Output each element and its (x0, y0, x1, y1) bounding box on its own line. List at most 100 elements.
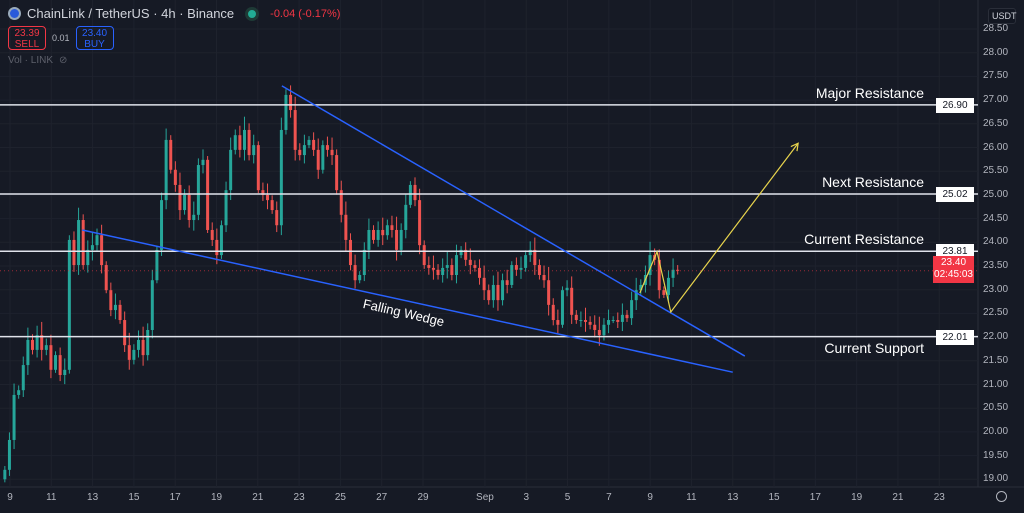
candle-body (630, 300, 634, 319)
candle-body (233, 135, 237, 150)
candle-body (146, 329, 150, 356)
level-annotation[interactable]: Current Resistance (804, 231, 924, 248)
candle-body (524, 255, 528, 268)
candle-body (487, 290, 491, 301)
candle-body (593, 324, 597, 330)
candle-body (565, 287, 569, 291)
currency-label: USDT (992, 11, 1017, 21)
candle-body (501, 280, 505, 301)
candle-body (611, 320, 615, 322)
candle-body (229, 149, 233, 191)
settings-icon[interactable] (996, 491, 1007, 502)
candle-body (454, 255, 458, 276)
price-tick: 21.00 (983, 378, 1009, 390)
candle-body (625, 314, 629, 319)
candle-body (344, 214, 348, 240)
eye-hidden-icon[interactable]: ⊘ (59, 55, 68, 66)
candle-body (136, 339, 140, 350)
candle-body (155, 249, 159, 281)
currency-select[interactable]: USDT (988, 8, 1017, 24)
candle-body (330, 149, 334, 156)
candle-body (183, 194, 187, 211)
candle-body (514, 265, 518, 270)
volume-indicator[interactable]: Vol · LINK ⊘ (8, 55, 67, 66)
candle-body (482, 277, 486, 291)
candle-body (634, 290, 638, 301)
candle-body (579, 320, 583, 322)
price-axis[interactable] (978, 0, 1024, 513)
candle-body (427, 265, 431, 268)
candle-body (335, 155, 339, 191)
time-tick: 9 (647, 492, 653, 503)
trendlines[interactable] (82, 85, 746, 373)
time-tick: 23 (933, 492, 945, 503)
projection-path[interactable] (639, 142, 799, 314)
candle-body (12, 394, 16, 440)
candle-body (648, 255, 652, 276)
buy-label: BUY (84, 39, 105, 50)
buy-price: 23.40 (82, 28, 108, 39)
candle-body (362, 249, 366, 276)
price-tick: 28.00 (983, 46, 1009, 58)
candle-body (67, 239, 71, 370)
time-tick: 13 (727, 492, 739, 503)
candle-body (367, 229, 371, 250)
time-tick: 21 (252, 492, 264, 503)
time-tick: 13 (87, 492, 99, 503)
candle-body (395, 229, 399, 250)
candle-body (408, 184, 412, 205)
price-tick: 20.00 (983, 425, 1009, 437)
candle-body (219, 225, 223, 256)
current-price: 23.40 (940, 257, 967, 268)
time-tick: 9 (7, 492, 13, 503)
price-tick: 28.50 (983, 23, 1009, 34)
candle-body (298, 149, 302, 156)
price-change: -0.04 (-0.17%) (270, 7, 341, 20)
level-lines[interactable] (0, 104, 978, 338)
candle-body (464, 249, 468, 260)
candle-body (348, 239, 352, 266)
candle-body (376, 229, 380, 240)
candle-body (556, 320, 560, 325)
candle-body (196, 165, 200, 215)
candle-body (505, 280, 509, 285)
candle-body (118, 304, 122, 321)
symbol-header[interactable]: ChainLink / TetherUS · 4h · Binance -0.0… (8, 6, 340, 21)
candle-body (252, 145, 256, 156)
level-annotation[interactable]: Next Resistance (822, 173, 924, 190)
candle-body (528, 249, 532, 256)
sell-button[interactable]: 23.39 SELL (8, 26, 46, 50)
candle-body (173, 169, 177, 185)
time-tick: 3 (523, 492, 530, 503)
candle-body (238, 135, 242, 150)
candle-body (478, 267, 482, 278)
price-tick: 22.50 (983, 307, 1009, 319)
symbol-title[interactable]: ChainLink / TetherUS · 4h · Binance (27, 6, 235, 21)
current-price-label: 23.40 02:45:03 (933, 256, 974, 283)
level-annotation[interactable]: Current Support (824, 339, 924, 356)
buy-button[interactable]: 23.40 BUY (75, 26, 114, 50)
candle-body (302, 145, 306, 156)
candle-body (620, 314, 624, 322)
candle-body (358, 275, 362, 281)
candle-body (7, 439, 11, 470)
projection-arrow[interactable] (639, 142, 799, 314)
candle-body (109, 290, 113, 311)
price-tick: 25.00 (983, 188, 1009, 200)
trendline[interactable] (82, 229, 733, 373)
trendline[interactable] (281, 85, 746, 357)
candle-body (436, 269, 440, 276)
candle-body (247, 129, 251, 156)
candle-body (169, 139, 173, 170)
candle-body (215, 239, 219, 256)
time-tick: 19 (851, 492, 863, 503)
candle-body (164, 139, 168, 201)
candle-body (266, 194, 270, 201)
candle-body (256, 145, 260, 191)
time-tick: 27 (376, 492, 388, 503)
level-annotation[interactable]: Major Resistance (815, 84, 924, 101)
candle-body (560, 290, 564, 325)
candle-body (496, 284, 500, 301)
candle-body (676, 269, 680, 271)
